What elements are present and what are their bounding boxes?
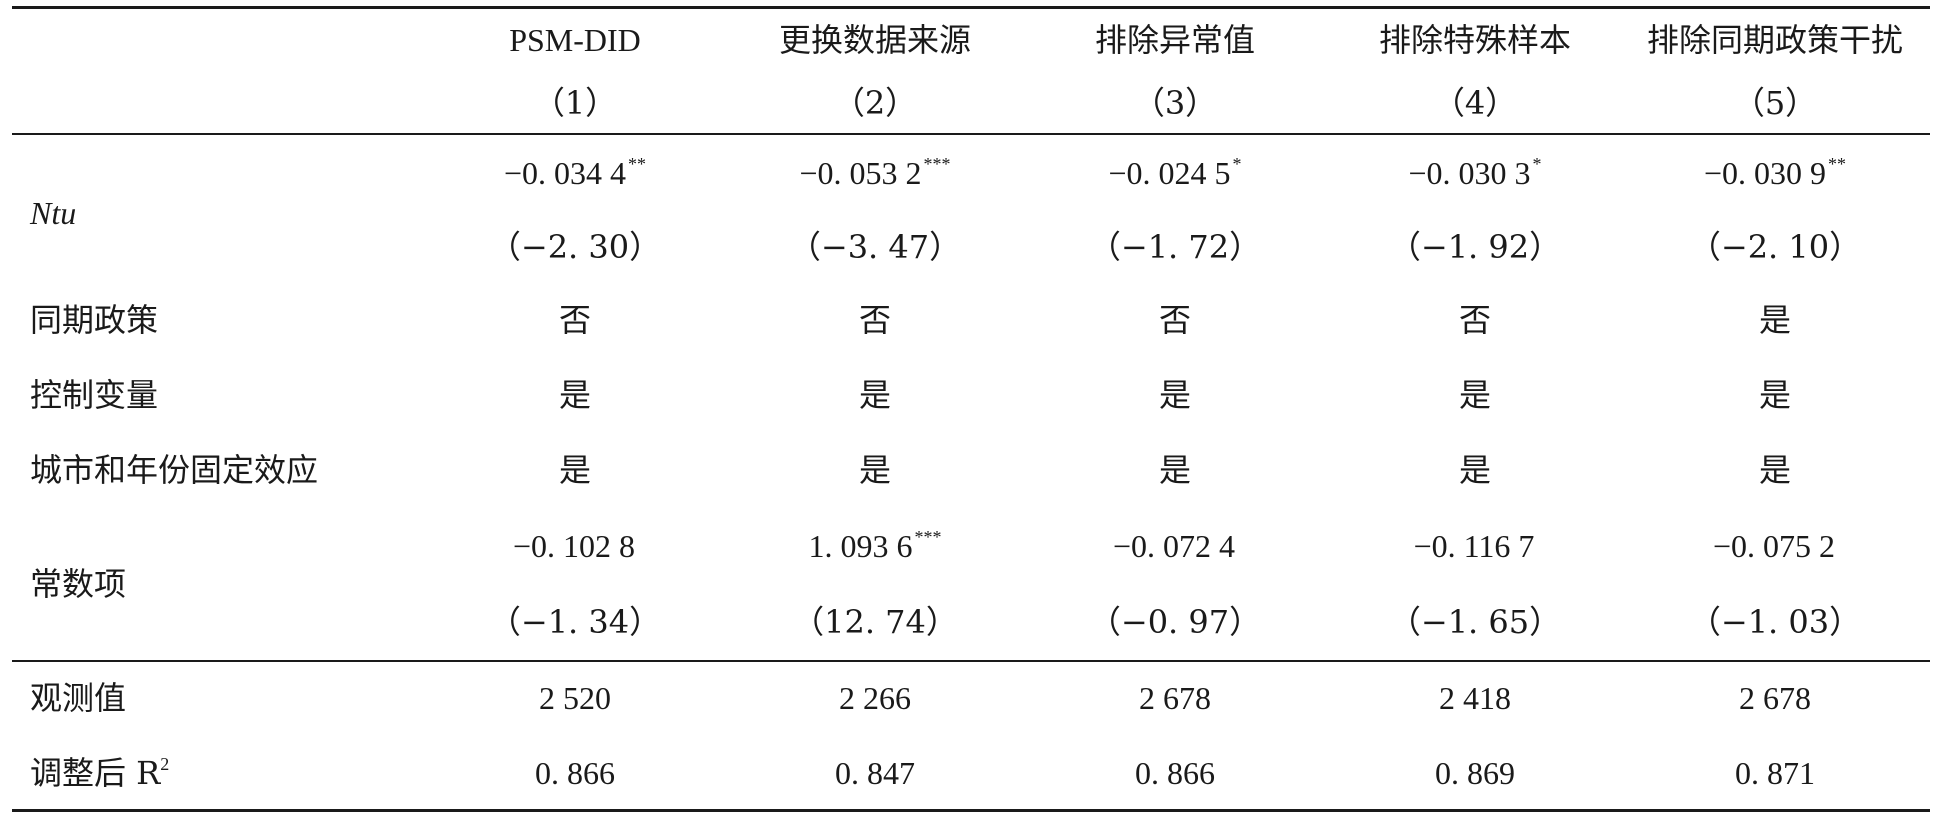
ntu-stars: ** — [1828, 154, 1847, 174]
observations-value: 2 678 — [1139, 680, 1211, 716]
header-col-3: 排除异常值 — [1094, 21, 1255, 59]
adj-r2-label-text: 调整后 R — [30, 754, 161, 792]
adj-r2-value: 0. 847 — [835, 755, 915, 791]
const-tstat: （−1. 65） — [1388, 603, 1562, 641]
controls-value: 是 — [1158, 376, 1191, 414]
ntu-tstat: （−1. 92） — [1388, 228, 1562, 266]
observations-value: 2 520 — [539, 680, 611, 716]
row-label-controls: 控制变量 — [30, 376, 159, 414]
ntu-stars: *** — [923, 154, 951, 174]
adj-r2-value: 0. 871 — [1735, 755, 1815, 791]
policy-value: 否 — [558, 301, 591, 339]
const-coef: −0. 116 7 — [1325, 516, 1625, 576]
const-coef: −0. 072 4 — [1025, 516, 1325, 576]
const-stars: *** — [914, 527, 942, 547]
const-coef-value: 1. 093 6 — [808, 528, 913, 564]
ntu-coef-value: −0. 030 9 — [1703, 155, 1827, 191]
const-tstat: （−1. 03） — [1688, 603, 1862, 641]
col-number-3: （3） — [1132, 84, 1218, 122]
observations-value: 2 418 — [1439, 680, 1511, 716]
observations-value: 2 678 — [1739, 680, 1811, 716]
header-col-4: 排除特殊样本 — [1378, 21, 1571, 59]
policy-value: 否 — [1158, 301, 1191, 339]
ntu-coef: −0. 024 5 * — [1025, 143, 1325, 203]
row-label-fixed-effects: 城市和年份固定效应 — [30, 451, 319, 489]
controls-value: 是 — [1458, 376, 1491, 414]
ntu-coef-value: −0. 030 3 — [1408, 155, 1531, 191]
col-number-4: （4） — [1432, 84, 1518, 122]
const-tstat: （12. 74） — [792, 603, 958, 641]
col-number-2: （2） — [832, 84, 918, 122]
const-tstat: （−0. 97） — [1088, 603, 1262, 641]
ntu-stars: * — [1532, 154, 1542, 174]
const-coef: −0. 102 8 — [425, 516, 725, 576]
header-col-2: 更换数据来源 — [778, 21, 971, 59]
policy-value: 否 — [858, 301, 891, 339]
ntu-tstat: （−2. 30） — [488, 228, 662, 266]
top-rule — [12, 6, 1930, 9]
ntu-coef: −0. 034 4 ** — [425, 143, 725, 203]
controls-value: 是 — [858, 376, 891, 414]
adj-r2-value: 0. 869 — [1435, 755, 1515, 791]
header-col-1: PSM-DID — [509, 22, 641, 58]
fixed-effects-value: 是 — [558, 451, 591, 489]
ntu-tstat: （−1. 72） — [1088, 228, 1262, 266]
const-coef: 1. 093 6 *** — [725, 516, 1025, 576]
const-tstat: （−1. 34） — [488, 603, 662, 641]
stats-rule — [12, 660, 1930, 662]
const-coef-value: −0. 072 4 — [1112, 528, 1236, 564]
fixed-effects-value: 是 — [1758, 451, 1791, 489]
fixed-effects-value: 是 — [858, 451, 891, 489]
ntu-tstat: （−2. 10） — [1688, 228, 1862, 266]
ntu-coef-value: −0. 034 4 — [503, 155, 627, 191]
fixed-effects-value: 是 — [1158, 451, 1191, 489]
bottom-rule — [12, 809, 1930, 812]
col-number-5: （5） — [1732, 84, 1818, 122]
ntu-coef: −0. 030 9 ** — [1625, 143, 1925, 203]
fixed-effects-value: 是 — [1458, 451, 1491, 489]
row-label-constant: 常数项 — [30, 565, 127, 603]
row-label-ntu: Ntu — [30, 195, 77, 231]
ntu-coef-value: −0. 024 5 — [1108, 155, 1231, 191]
ntu-coef: −0. 053 2 *** — [725, 143, 1025, 203]
ntu-stars: * — [1232, 154, 1242, 174]
adj-r2-label-sup: 2 — [160, 754, 170, 774]
adj-r2-value: 0. 866 — [1135, 755, 1215, 791]
header-col-5: 排除同期政策干扰 — [1646, 21, 1903, 59]
policy-value: 否 — [1458, 301, 1491, 339]
col-number-1: （1） — [532, 84, 618, 122]
adj-r2-value: 0. 866 — [535, 755, 615, 791]
const-coef-value: −0. 116 7 — [1413, 528, 1535, 564]
controls-value: 是 — [558, 376, 591, 414]
const-coef-value: −0. 075 2 — [1712, 528, 1836, 564]
header-rule — [12, 133, 1930, 135]
policy-value: 是 — [1758, 301, 1791, 339]
row-label-adj-r2: 调整后 R2 — [30, 743, 450, 803]
ntu-coef-value: −0. 053 2 — [799, 155, 922, 191]
ntu-stars: ** — [628, 154, 647, 174]
observations-value: 2 266 — [839, 680, 911, 716]
const-coef-value: −0. 102 8 — [512, 528, 636, 564]
row-label-observations: 观测值 — [30, 679, 127, 717]
controls-value: 是 — [1758, 376, 1791, 414]
ntu-tstat: （−3. 47） — [788, 228, 962, 266]
row-label-policy: 同期政策 — [30, 301, 159, 339]
const-coef: −0. 075 2 — [1625, 516, 1925, 576]
ntu-coef: −0. 030 3 * — [1325, 143, 1625, 203]
